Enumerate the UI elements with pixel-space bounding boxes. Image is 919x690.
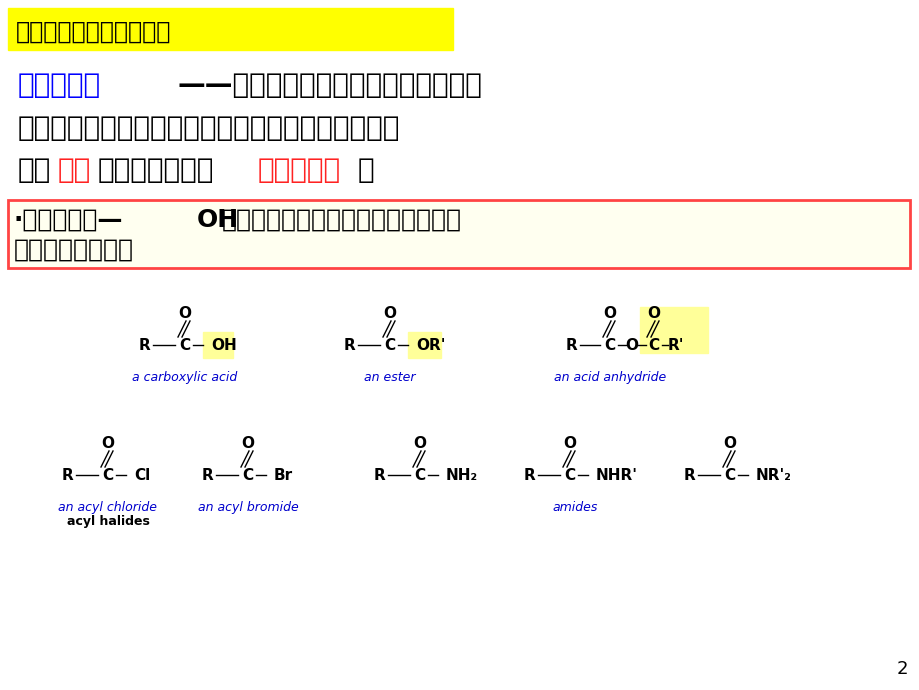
Text: R: R — [684, 468, 695, 482]
Text: O: O — [562, 435, 576, 451]
Text: R': R' — [667, 337, 684, 353]
Bar — [8, 8, 452, 50]
Text: 酰基: 酰基 — [58, 156, 91, 184]
Text: ，因此也统称为: ，因此也统称为 — [98, 156, 214, 184]
Text: C: C — [102, 468, 113, 482]
Text: C: C — [414, 468, 425, 482]
Text: 羧酸衍生物的结构和命名: 羧酸衍生物的结构和命名 — [16, 20, 171, 44]
Text: Cl: Cl — [134, 468, 150, 482]
Bar — [203, 332, 233, 358]
Text: NH₂: NH₂ — [446, 468, 478, 482]
Text: O: O — [603, 306, 616, 320]
Text: NHR': NHR' — [596, 468, 637, 482]
Text: R: R — [524, 468, 535, 482]
Text: R: R — [139, 337, 151, 353]
Text: 被不同取代基取代，分别称为酰卤、: 被不同取代基取代，分别称为酰卤、 — [221, 208, 461, 232]
Text: NR'₂: NR'₂ — [755, 468, 791, 482]
Bar — [640, 307, 708, 353]
Text: acyl halides: acyl halides — [66, 515, 149, 527]
Bar — [8, 200, 909, 268]
Text: a carboxylic acid: a carboxylic acid — [132, 371, 237, 384]
Text: C: C — [564, 468, 575, 482]
Text: O: O — [722, 435, 736, 451]
Text: O: O — [647, 306, 660, 320]
Text: R: R — [202, 468, 213, 482]
Text: R: R — [344, 337, 356, 353]
Text: 2: 2 — [895, 660, 907, 678]
Text: O: O — [101, 435, 114, 451]
Text: OH: OH — [197, 208, 239, 232]
Text: O: O — [383, 306, 396, 320]
Text: R: R — [374, 468, 385, 482]
Text: C: C — [648, 337, 659, 353]
Text: an acid anhydride: an acid anhydride — [553, 371, 665, 384]
Text: ——一般指羧基中的烃基被其他原子或: ——一般指羧基中的烃基被其他原子或 — [177, 71, 482, 99]
Text: 酸酐、酰胺和酯：: 酸酐、酰胺和酯： — [14, 238, 134, 262]
Text: Br: Br — [274, 468, 293, 482]
Text: C: C — [604, 337, 615, 353]
Text: 基团取代后所生成的化合物。羧酸和羧酸衍生物中都: 基团取代后所生成的化合物。羧酸和羧酸衍生物中都 — [18, 114, 400, 142]
Text: an acyl bromide: an acyl bromide — [198, 500, 298, 513]
Text: C: C — [384, 337, 395, 353]
Text: OR': OR' — [415, 337, 445, 353]
Text: 。: 。 — [357, 156, 374, 184]
Text: O: O — [178, 306, 191, 320]
Text: O: O — [241, 435, 255, 451]
Text: amides: amides — [551, 500, 597, 513]
Text: C: C — [179, 337, 190, 353]
Text: R: R — [62, 468, 74, 482]
Bar — [407, 332, 440, 358]
Text: ·羧酸分子中—: ·羧酸分子中— — [14, 208, 123, 232]
Text: an ester: an ester — [364, 371, 415, 384]
Text: 含有: 含有 — [18, 156, 51, 184]
Text: an acyl chloride: an acyl chloride — [59, 500, 157, 513]
Text: OH: OH — [210, 337, 236, 353]
Text: 酰基化合物: 酰基化合物 — [257, 156, 341, 184]
Text: O: O — [413, 435, 426, 451]
Text: C: C — [243, 468, 254, 482]
Text: R: R — [565, 337, 577, 353]
Text: 羧酸衍生物: 羧酸衍生物 — [18, 71, 101, 99]
Text: C: C — [723, 468, 735, 482]
Text: O: O — [625, 337, 638, 353]
